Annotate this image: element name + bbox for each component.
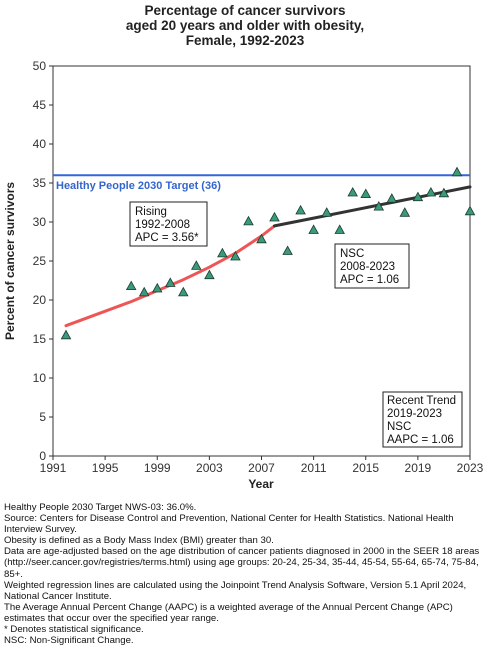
annotation-rising-box: [129, 201, 208, 247]
annotation-recent-line-4: AAPC = 1.06: [387, 434, 454, 446]
data-point: [204, 269, 215, 280]
annotation-recent-trend-box: [382, 391, 463, 448]
annotation-nsc-line-2: 2008-2023: [340, 261, 395, 273]
data-point: [217, 247, 228, 258]
data-points: [60, 166, 476, 340]
data-point: [295, 204, 306, 215]
footnote-significance: * Denotes statistical significance.: [4, 624, 144, 636]
y-tick-label: 25: [33, 254, 47, 268]
annotation-recent-line-2: 2019-2023: [387, 408, 442, 420]
data-point: [386, 193, 398, 203]
data-point: [138, 286, 150, 297]
x-tick-label: 2023: [457, 461, 484, 475]
x-tick-label: 1995: [92, 461, 119, 475]
footnote-obesity-definition: Obesity is defined as a Body Mass Index …: [4, 535, 274, 547]
data-point: [425, 186, 437, 197]
target-line-group: Healthy People 2030 Target (36): [53, 174, 470, 192]
annotation-recent-line-1: Recent Trend: [387, 395, 456, 407]
data-point: [412, 191, 424, 202]
trend-lines: [64, 185, 472, 328]
data-point: [360, 188, 372, 199]
annotation-nsc-line-1: NSC: [340, 248, 364, 260]
data-point: [230, 250, 241, 261]
x-axis-label: Year: [248, 477, 274, 491]
chart-title-line-1: Percentage of cancer survivors: [144, 3, 345, 18]
data-point: [60, 329, 72, 340]
y-tick-label: 0: [39, 449, 46, 463]
annotation-rising-line-1: Rising: [135, 206, 167, 218]
x-tick-label: 2007: [248, 461, 275, 475]
chart-title-line-2: aged 20 years and older with obesity,: [126, 18, 364, 33]
data-point: [178, 286, 189, 297]
footnote-aapc: The Average Annual Percent Change (AAPC)…: [4, 601, 453, 624]
annotation-recent-line-3: NSC: [387, 421, 411, 433]
y-tick-label: 45: [33, 98, 47, 112]
x-axis-ticks: 1991 1995 1999 2003 2007 2011 2015 2019 2023: [40, 456, 484, 475]
data-point: [243, 215, 254, 226]
annotation-rising-line-2: 1992-2008: [135, 219, 190, 231]
data-point: [165, 277, 176, 287]
data-point: [321, 207, 332, 217]
annotation-recent-trend: Recent Trend 2019-2023 NSC AAPC = 1.06: [382, 391, 463, 448]
x-tick-label: 1991: [40, 461, 67, 475]
y-axis-ticks: 0 5 10 15 20 25 30 35 40 45 50: [33, 59, 53, 463]
y-tick-label: 40: [33, 137, 47, 151]
data-point: [191, 260, 202, 270]
trend-line-nsc: [273, 185, 472, 228]
y-tick-label: 30: [33, 215, 47, 229]
data-point: [451, 166, 463, 177]
annotation-rising: Rising 1992-2008 APC = 3.56*: [129, 201, 208, 247]
x-tick-label: 2019: [405, 461, 432, 475]
y-tick-label: 5: [39, 410, 46, 424]
y-tick-label: 15: [33, 332, 47, 346]
y-tick-label: 10: [33, 371, 47, 385]
x-tick-label: 2011: [301, 461, 327, 475]
data-point: [256, 233, 267, 244]
annotation-nsc: NSC 2008-2023 APC = 1.06: [334, 243, 410, 289]
chart: Percentage of cancer survivors aged 20 y…: [3, 3, 484, 491]
data-point: [269, 211, 280, 222]
data-point: [373, 200, 385, 211]
y-axis-label: Percent of cancer survivors: [3, 182, 17, 340]
annotation-rising-line-3: APC = 3.56*: [135, 232, 199, 244]
y-tick-label: 35: [33, 176, 47, 190]
data-point: [347, 186, 358, 197]
footnotes: Healthy People 2030 Target NWS-03: 36.0%…: [4, 502, 488, 646]
data-point: [152, 282, 163, 293]
chart-title-line-3: Female, 1992-2023: [186, 33, 305, 48]
footnote-target: Healthy People 2030 Target NWS-03: 36.0%…: [4, 502, 197, 513]
chart-title: Percentage of cancer survivors aged 20 y…: [126, 3, 364, 48]
y-tick-label: 50: [33, 59, 47, 73]
y-tick-label: 20: [33, 293, 47, 307]
annotation-nsc-line-3: APC = 1.06: [340, 274, 399, 286]
x-tick-label: 2003: [196, 461, 223, 475]
target-label: Healthy People 2030 Target (36): [56, 180, 221, 192]
data-point: [464, 205, 476, 216]
x-tick-label: 1999: [144, 461, 171, 475]
footnote-source: Source: Centers for Disease Control and …: [4, 513, 454, 536]
footnote-nsc: NSC: Non-Significant Change.: [4, 635, 134, 646]
footnote-age-adjustment: Data are age-adjusted based on the age d…: [4, 546, 480, 580]
trend-line-rising: [64, 224, 276, 328]
x-tick-label: 2015: [352, 461, 379, 475]
data-point: [438, 187, 450, 198]
data-point: [125, 280, 137, 291]
data-point: [282, 245, 293, 255]
data-point: [334, 224, 345, 234]
data-point: [308, 224, 319, 234]
annotation-nsc-box: [334, 243, 410, 289]
data-point: [399, 207, 411, 217]
footnote-regression: Weighted regression lines are calculated…: [4, 579, 467, 602]
